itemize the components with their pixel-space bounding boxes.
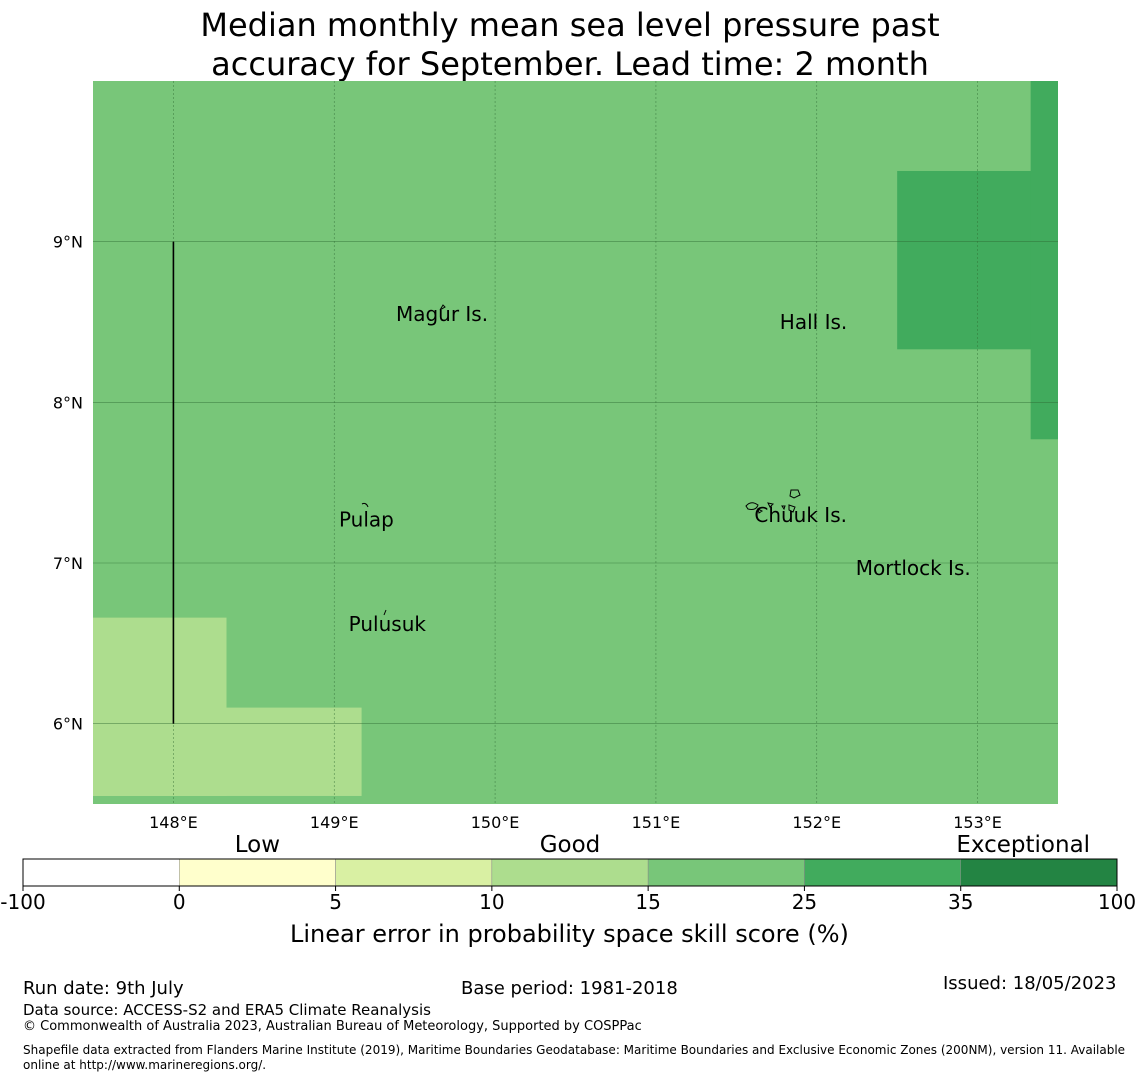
- issued-date: Issued: 18/05/2023: [943, 973, 1117, 994]
- skill-cells: [93, 81, 1058, 804]
- colorbar-segment-3: [491, 858, 649, 887]
- shapefile-credit-line-1: Shapefile data extracted from Flanders M…: [23, 1043, 1126, 1057]
- place-label: Hall Is.: [780, 310, 847, 334]
- lon-tick-label: 152°E: [792, 813, 841, 832]
- copyright: © Commonwealth of Australia 2023, Austra…: [23, 1019, 642, 1034]
- colorbar-tick-label: 35: [948, 890, 973, 914]
- latitude-ticks: 9°N 8°N 7°N 6°N: [53, 233, 83, 734]
- map-title-line-2: accuracy for September. Lead time: 2 mon…: [211, 45, 929, 83]
- run-date: Run date: 9th July: [23, 978, 184, 999]
- chuuk-lagoon-island: [789, 489, 801, 499]
- skill-cell-4: [1030, 81, 1058, 440]
- lat-tick-label: 9°N: [53, 233, 83, 252]
- colorbar-frame: [22, 858, 1118, 887]
- lon-tick-label: 148°E: [149, 813, 198, 832]
- lon-tick-label: 149°E: [310, 813, 359, 832]
- place-label: Mortlock Is.: [856, 556, 971, 580]
- island-outlines: [361, 304, 801, 616]
- chuuk-west-islands: [745, 502, 796, 514]
- colorbar-segment-4: [647, 858, 805, 887]
- colorbar-category-label: Low: [235, 832, 280, 858]
- colorbar-tick-label: 15: [635, 890, 660, 914]
- colorbar: -100 0 5 10 15 25 35 100 Low Good Exceptional: [0, 832, 1136, 914]
- colorbar-segment-1: [179, 858, 336, 887]
- longitude-ticks: 148°E 149°E 150°E 151°E 152°E 153°E: [149, 813, 1002, 832]
- lat-tick-label: 6°N: [53, 715, 83, 734]
- lat-tick-label: 7°N: [53, 554, 83, 573]
- colorbar-tick-label: -100: [0, 890, 45, 914]
- colorbar-segment-0: [22, 858, 180, 887]
- colorbar-tick-label: 0: [173, 890, 186, 914]
- place-label: Pulusuk: [349, 612, 427, 636]
- place-label: Pulap: [339, 508, 394, 532]
- base-period: Base period: 1981-2018: [461, 978, 678, 999]
- skill-map: Magur Is. Hall Is. Pulap Chuuk Is. Mortlock …: [0, 81, 1136, 914]
- magur-island: [439, 304, 446, 311]
- map-title: Median monthly mean sea level pressure p…: [0, 6, 1140, 84]
- lon-tick-label: 150°E: [471, 813, 520, 832]
- place-label: Chuuk Is.: [754, 503, 847, 527]
- graticule: [93, 81, 1058, 804]
- colorbar-tick-label: 25: [792, 890, 817, 914]
- place-label: Magur Is.: [396, 302, 488, 326]
- colorbar-segment-6: [960, 858, 1118, 887]
- colorbar-segment-2: [335, 858, 493, 887]
- lon-tick-label: 151°E: [632, 813, 681, 832]
- colorbar-label: Linear error in probability space skill …: [290, 920, 849, 948]
- lon-tick-label: 153°E: [953, 813, 1002, 832]
- colorbar-category-label: Exceptional: [956, 832, 1090, 858]
- shapefile-credit-line-2: online at http://www.marineregions.org/.: [23, 1058, 267, 1072]
- colorbar-category-label: Good: [540, 832, 601, 858]
- data-source: Data source: ACCESS-S2 and ERA5 Climate …: [23, 1001, 431, 1019]
- colorbar-tick-label: 100: [1098, 890, 1136, 914]
- colorbar-tick-label: 5: [329, 890, 342, 914]
- colorbar-segment-5: [804, 858, 961, 887]
- pulap-island: [361, 502, 369, 508]
- pulusuk-island: [383, 609, 387, 616]
- map-title-line-1: Median monthly mean sea level pressure p…: [200, 6, 940, 44]
- lat-tick-label: 8°N: [53, 393, 83, 412]
- skill-cell-2: [93, 707, 362, 796]
- colorbar-tick-label: 10: [479, 890, 504, 914]
- place-labels: Magur Is. Hall Is. Pulap Chuuk Is. Mortlock …: [339, 302, 971, 636]
